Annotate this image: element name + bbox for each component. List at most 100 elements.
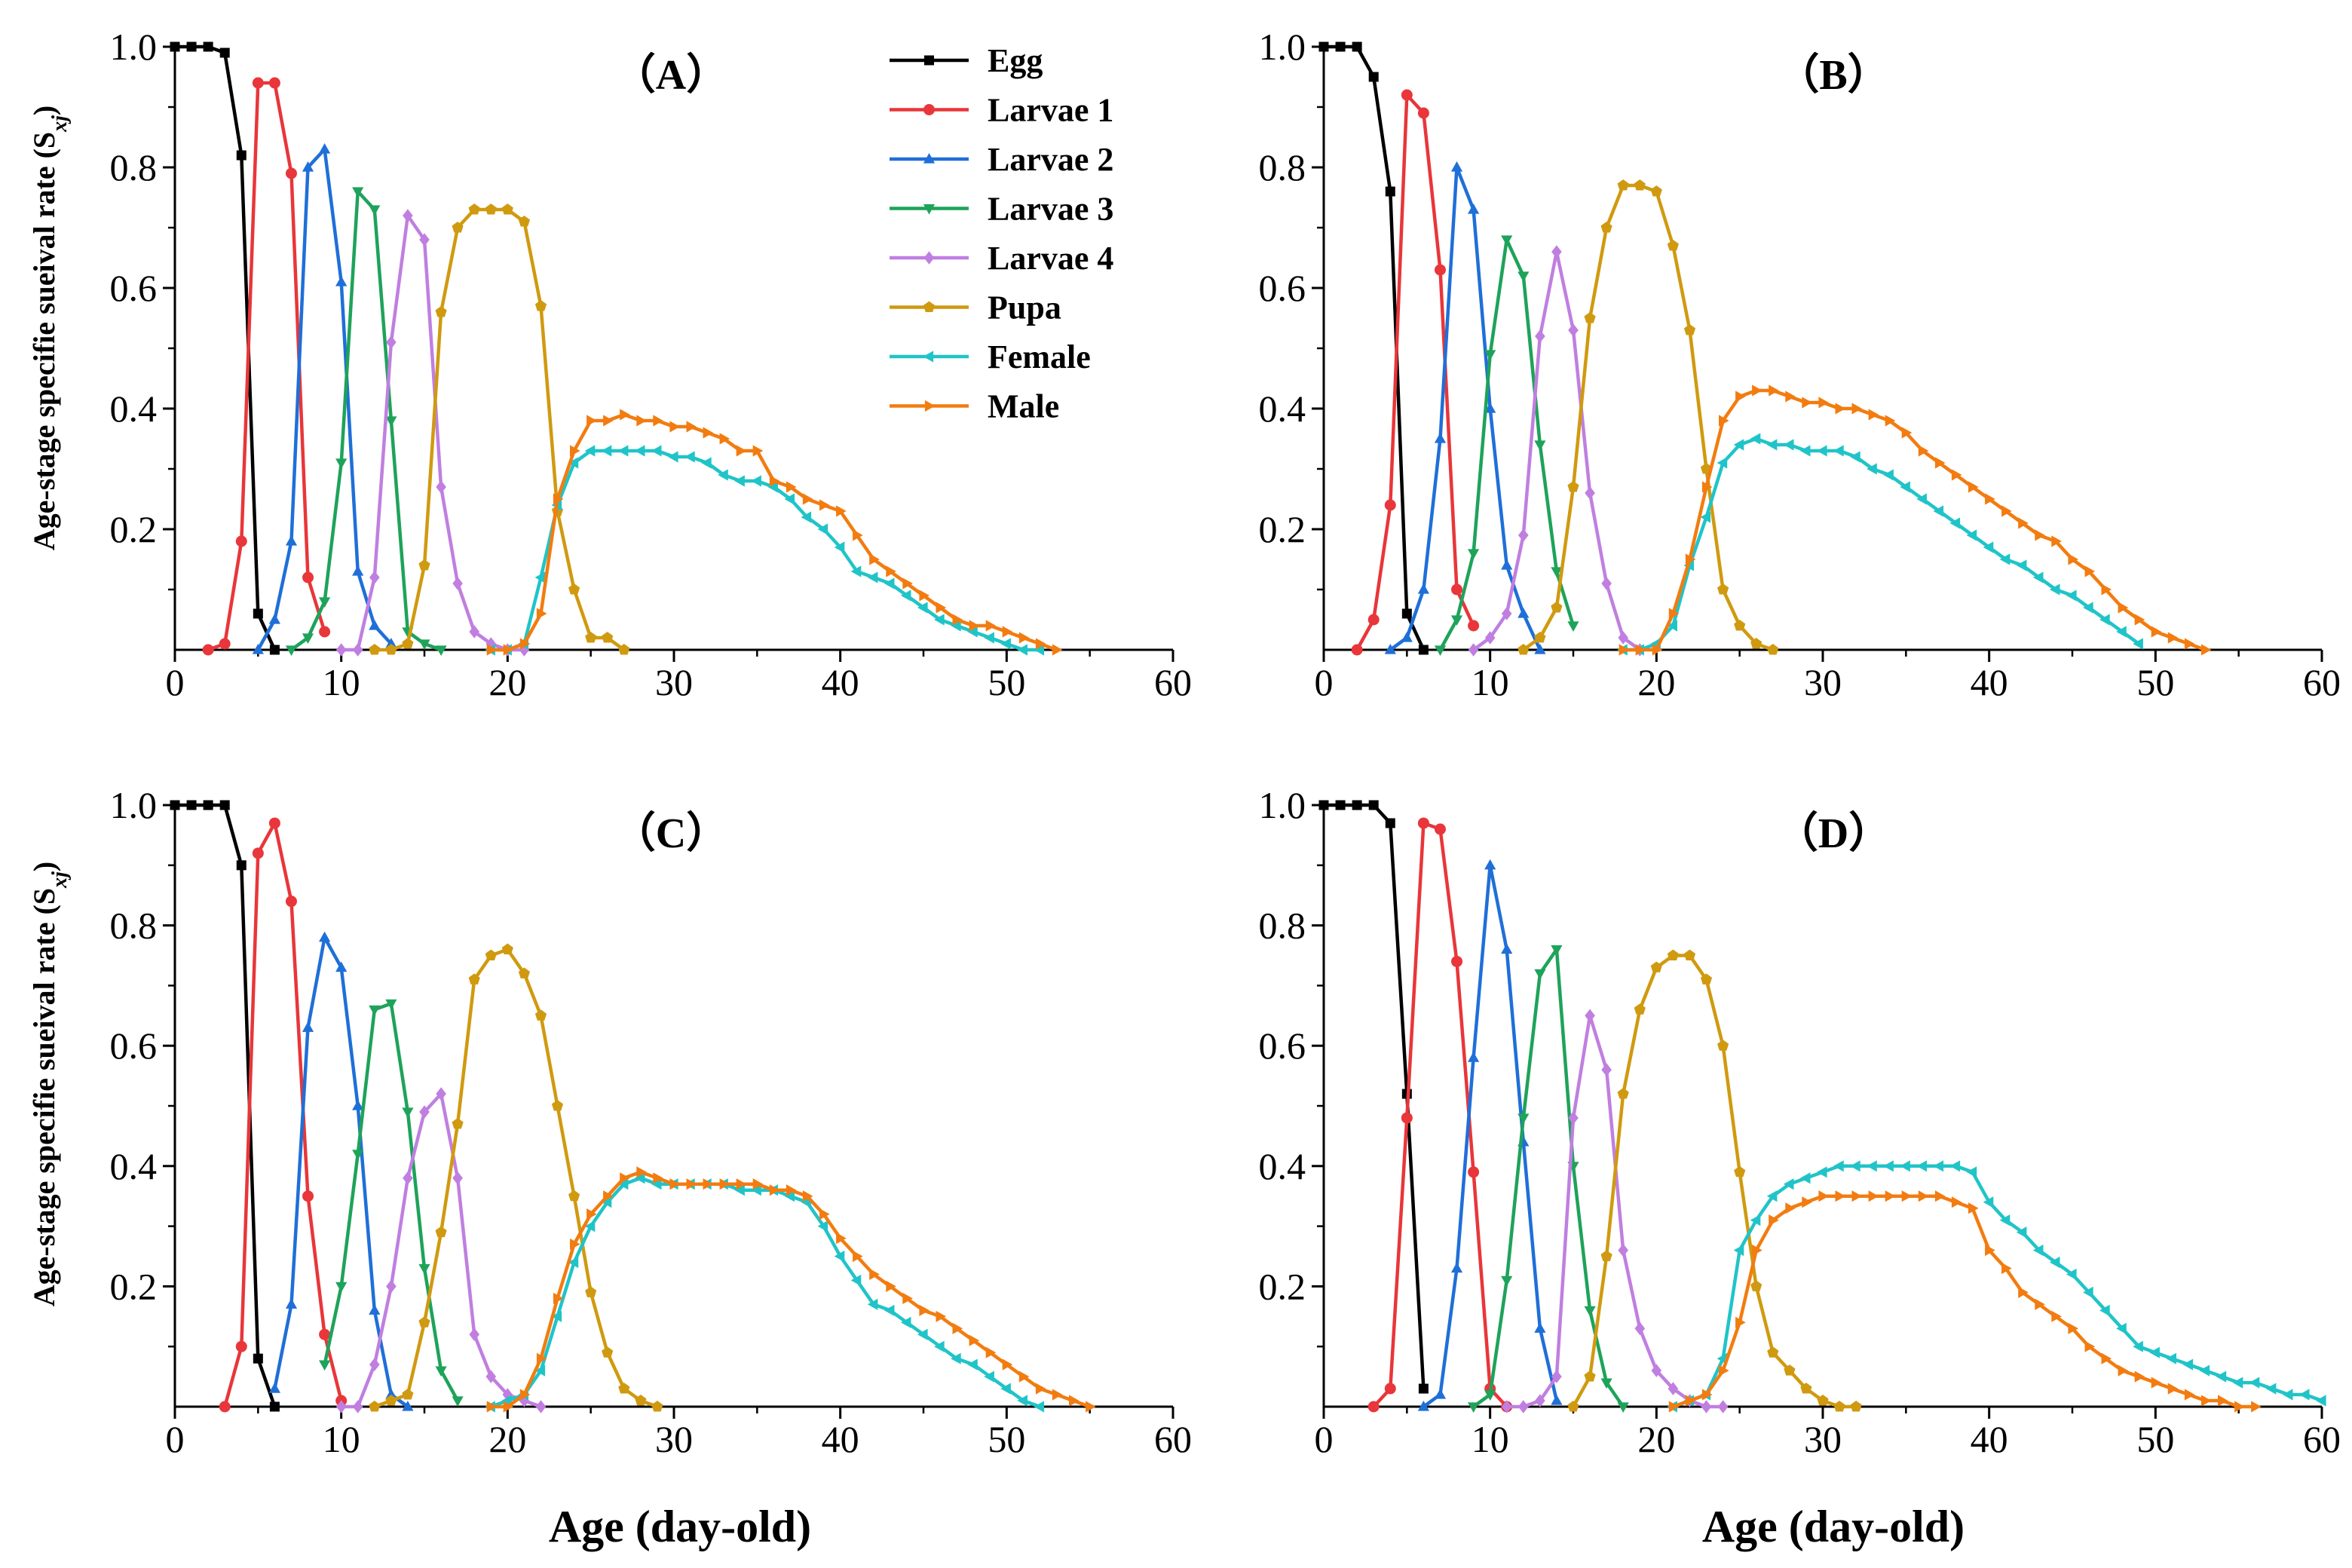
data-point-female (850, 565, 862, 577)
data-point-male (1685, 1395, 1696, 1407)
x-tick-label: 60 (2303, 1418, 2341, 1460)
data-point-female (1983, 541, 1994, 553)
data-point-female (2166, 1352, 2176, 1364)
data-point-larvae-4 (1501, 607, 1512, 620)
data-point-female (601, 1196, 612, 1208)
data-point-male (669, 1178, 680, 1190)
data-point-female (951, 1352, 961, 1364)
data-point-male (819, 1208, 830, 1220)
data-point-pupa (1683, 949, 1696, 960)
legend-label: Pupa (988, 289, 1061, 326)
data-point-pupa (518, 216, 530, 227)
data-point-egg (1368, 72, 1379, 82)
data-point-male (969, 1334, 980, 1346)
data-point-female (1966, 1166, 1977, 1178)
data-point-larvae-2 (1468, 1052, 1480, 1062)
y-tick-label: 0.8 (110, 146, 158, 188)
series-larvae-1 (202, 77, 331, 656)
data-point-pupa (452, 222, 464, 233)
data-point-larvae-2 (1434, 433, 1447, 443)
data-point-female (850, 1274, 862, 1286)
data-point-larvae-1 (235, 1340, 247, 1352)
data-point-larvae-4 (436, 1087, 446, 1101)
data-point-female (1783, 1178, 1794, 1190)
data-point-egg (1385, 818, 1395, 828)
data-point-male (653, 1172, 663, 1184)
data-point-male (1735, 1316, 1746, 1328)
data-point-female (534, 571, 546, 583)
data-point-larvae-3 (335, 1282, 348, 1293)
data-point-larvae-1 (268, 817, 280, 829)
data-point-egg (1401, 608, 1412, 619)
data-point-pupa (551, 1100, 564, 1111)
data-point-pupa (1600, 1250, 1612, 1261)
data-point-larvae-1 (1401, 89, 1413, 101)
data-point-pupa (618, 1383, 630, 1394)
data-point-female (934, 1340, 945, 1352)
data-point-pupa (452, 1117, 464, 1129)
panel-a: 0 10 20 30 40 50 60 0.2 0.4 0.6 0.8 1.0 （A） (110, 26, 1193, 703)
data-point-larvae-3 (1484, 1390, 1496, 1401)
data-point-larvae-3 (1517, 1113, 1530, 1124)
legend-entry-larvae-1: Larvae 1 (890, 92, 1113, 129)
data-point-larvae-3 (1567, 621, 1579, 632)
data-point-larvae-2 (335, 961, 348, 972)
data-point-male (503, 1401, 514, 1413)
series-line-female (490, 1176, 1041, 1409)
data-point-pupa (602, 1346, 614, 1358)
data-point-pupa (518, 967, 530, 978)
data-point-female (1933, 505, 1944, 517)
data-point-larvae-2 (268, 614, 280, 624)
data-point-male (952, 614, 963, 626)
data-point-larvae-3 (402, 1107, 414, 1118)
y-tick-label: 0.8 (110, 905, 158, 947)
data-point-larvae-2 (319, 931, 331, 942)
data-point-female (2149, 1346, 2160, 1358)
data-point-larvae-2 (1384, 644, 1396, 654)
y-tick-label: 0.6 (1259, 267, 1306, 309)
data-point-larvae-4 (485, 1370, 497, 1383)
series-line-larvae-1 (1355, 93, 1475, 651)
data-point-larvae-1 (268, 77, 280, 89)
data-point-larvae-3 (385, 999, 397, 1010)
data-point-male (1901, 427, 1913, 439)
legend-marker (923, 204, 936, 215)
x-tick-label: 50 (2136, 1418, 2174, 1460)
data-point-male (969, 620, 980, 632)
data-point-larvae-4 (1585, 1009, 1595, 1023)
data-point-larvae-3 (1501, 235, 1513, 246)
data-point-female (951, 620, 961, 632)
data-point-female (1949, 517, 1961, 529)
data-point-larvae-4 (1701, 1400, 1712, 1413)
data-point-female (1799, 445, 1811, 457)
data-point-larvae-3 (435, 645, 447, 656)
data-point-female (668, 451, 678, 463)
data-point-larvae-3 (1600, 1378, 1612, 1389)
panel-c: 0 10 20 30 40 50 60 0.2 0.4 0.6 0.8 1.0 （C） (110, 784, 1193, 1460)
x-tick-label: 50 (988, 661, 1025, 703)
data-point-larvae-3 (285, 645, 298, 656)
data-point-larvae-1 (252, 77, 264, 89)
data-point-male (736, 445, 747, 457)
x-tick-label: 0 (166, 1418, 185, 1460)
data-point-larvae-2 (1450, 161, 1463, 172)
data-point-male (1851, 403, 1863, 415)
data-point-male (802, 1190, 813, 1202)
data-point-larvae-2 (302, 161, 314, 172)
data-point-egg (236, 150, 247, 161)
data-point-female (1883, 469, 1894, 481)
data-point-larvae-4 (1518, 1400, 1529, 1413)
data-point-pupa (1734, 620, 1746, 631)
data-point-male (1918, 445, 1929, 457)
data-point-larvae-2 (1551, 1395, 1563, 1405)
data-point-male (2151, 626, 2162, 638)
y-tick-label: 1.0 (110, 784, 158, 826)
data-point-egg (1335, 800, 1346, 810)
legend-label: Larvae 2 (988, 141, 1113, 178)
data-point-larvae-3 (1551, 945, 1563, 956)
data-point-larvae-1 (302, 571, 314, 583)
data-point-male (536, 1352, 547, 1364)
series-pupa (369, 204, 630, 655)
data-point-pupa (1634, 1003, 1646, 1015)
data-point-female (718, 469, 728, 481)
